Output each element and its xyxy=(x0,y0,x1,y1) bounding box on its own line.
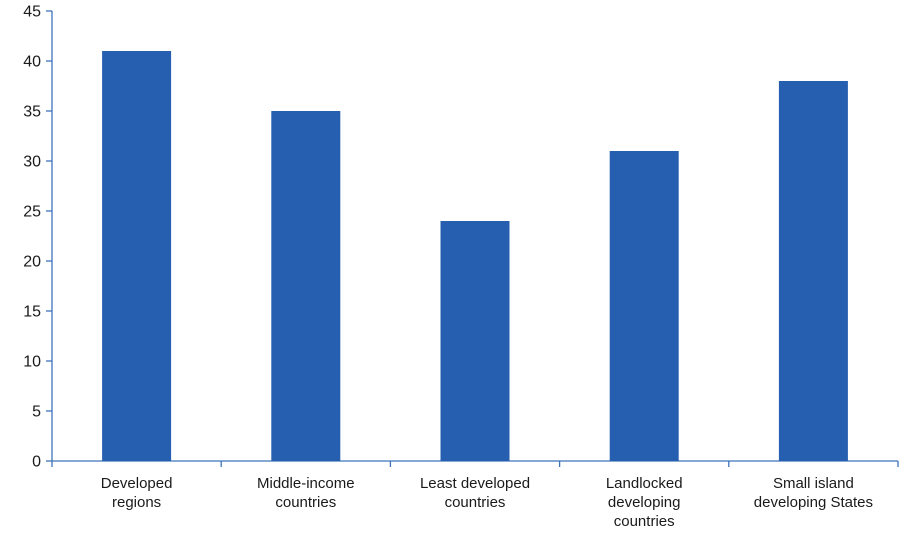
y-tick-label: 40 xyxy=(23,54,41,71)
y-tick-label: 0 xyxy=(32,454,41,471)
bar xyxy=(609,151,679,461)
y-tick-label: 45 xyxy=(23,4,41,21)
x-category-label-line: countries xyxy=(614,513,675,530)
y-tick-label: 15 xyxy=(23,304,41,321)
y-tick-label: 10 xyxy=(23,354,41,371)
x-category-label-line: Least developed xyxy=(420,475,530,492)
y-axis: 0 5 10 15 20 25 30 35 40 45 xyxy=(23,4,53,471)
x-category-label: Developed regions xyxy=(101,475,173,511)
x-category-label-line: Landlocked xyxy=(606,475,683,492)
x-category-label: Middle-income countries xyxy=(257,475,355,511)
x-axis xyxy=(51,460,899,467)
x-category-label-line: countries xyxy=(275,494,336,511)
x-category-label: Least developed countries xyxy=(420,475,530,511)
y-tick-label: 5 xyxy=(32,404,41,421)
x-category-label-line: Middle-income xyxy=(257,475,355,492)
x-category-label-line: countries xyxy=(445,494,506,511)
y-tick-label: 20 xyxy=(23,254,41,271)
bars xyxy=(102,51,848,461)
bar xyxy=(440,221,510,461)
y-tick-label: 30 xyxy=(23,154,41,171)
x-category-label-line: developing xyxy=(608,494,681,511)
bar xyxy=(271,111,341,461)
y-tick-label: 25 xyxy=(23,204,41,221)
x-category-label-line: regions xyxy=(112,494,161,511)
x-category-label-line: Small island xyxy=(773,475,854,492)
bar xyxy=(102,51,172,461)
y-tick-label: 35 xyxy=(23,104,41,121)
x-category-label-line: developing States xyxy=(754,494,873,511)
x-category-label: Small island developing States xyxy=(754,475,873,511)
x-category-label: Landlocked developing countries xyxy=(606,475,683,530)
x-category-label-line: Developed xyxy=(101,475,173,492)
bar xyxy=(778,81,848,461)
